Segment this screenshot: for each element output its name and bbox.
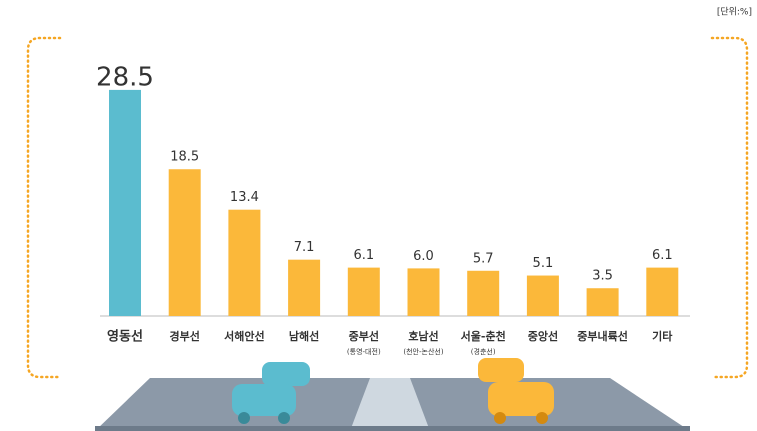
- x-tick-label: 중앙선: [528, 329, 558, 343]
- bar: [228, 209, 261, 316]
- x-tick-label: 호남선: [408, 329, 438, 343]
- bar: [288, 259, 321, 316]
- value-label: 13.4: [230, 190, 259, 205]
- bar: [168, 169, 201, 316]
- value-label: 6.0: [413, 249, 434, 264]
- x-tick-note: (경춘선): [471, 347, 496, 356]
- value-label: 18.5: [170, 150, 199, 165]
- value-label: 5.7: [473, 251, 494, 266]
- bar: [586, 288, 619, 316]
- car-blue: [232, 362, 310, 424]
- value-label: 5.1: [533, 256, 554, 271]
- bar: [407, 268, 440, 316]
- x-tick-label: 남해선: [289, 329, 319, 343]
- bar: [467, 270, 500, 316]
- bar: [109, 89, 141, 317]
- x-tick-note: (통영-대전): [347, 347, 381, 356]
- value-label: 28.5: [96, 62, 154, 92]
- unit-label: [단위:%]: [717, 7, 752, 18]
- bar: [646, 267, 679, 316]
- x-tick-label: 영동선: [107, 329, 143, 345]
- car-orange: [478, 358, 554, 424]
- bar: [347, 267, 380, 316]
- value-label: 6.1: [652, 248, 673, 263]
- x-tick-label: 서울-춘천: [461, 329, 506, 343]
- x-tick-label: 중부내륙선: [577, 329, 628, 343]
- value-label: 3.5: [592, 269, 613, 284]
- decoration: [26, 36, 749, 379]
- x-tick-label: 기타: [652, 329, 673, 343]
- road: [95, 378, 690, 431]
- bar: [526, 275, 559, 316]
- value-label: 6.1: [353, 248, 374, 263]
- x-tick-label: 중부선: [349, 329, 379, 343]
- value-label: 7.1: [294, 240, 315, 255]
- x-tick-note: (천안-논산선): [403, 347, 443, 356]
- x-tick-label: 서해안선: [224, 329, 264, 343]
- x-tick-label: 경부선: [170, 329, 200, 343]
